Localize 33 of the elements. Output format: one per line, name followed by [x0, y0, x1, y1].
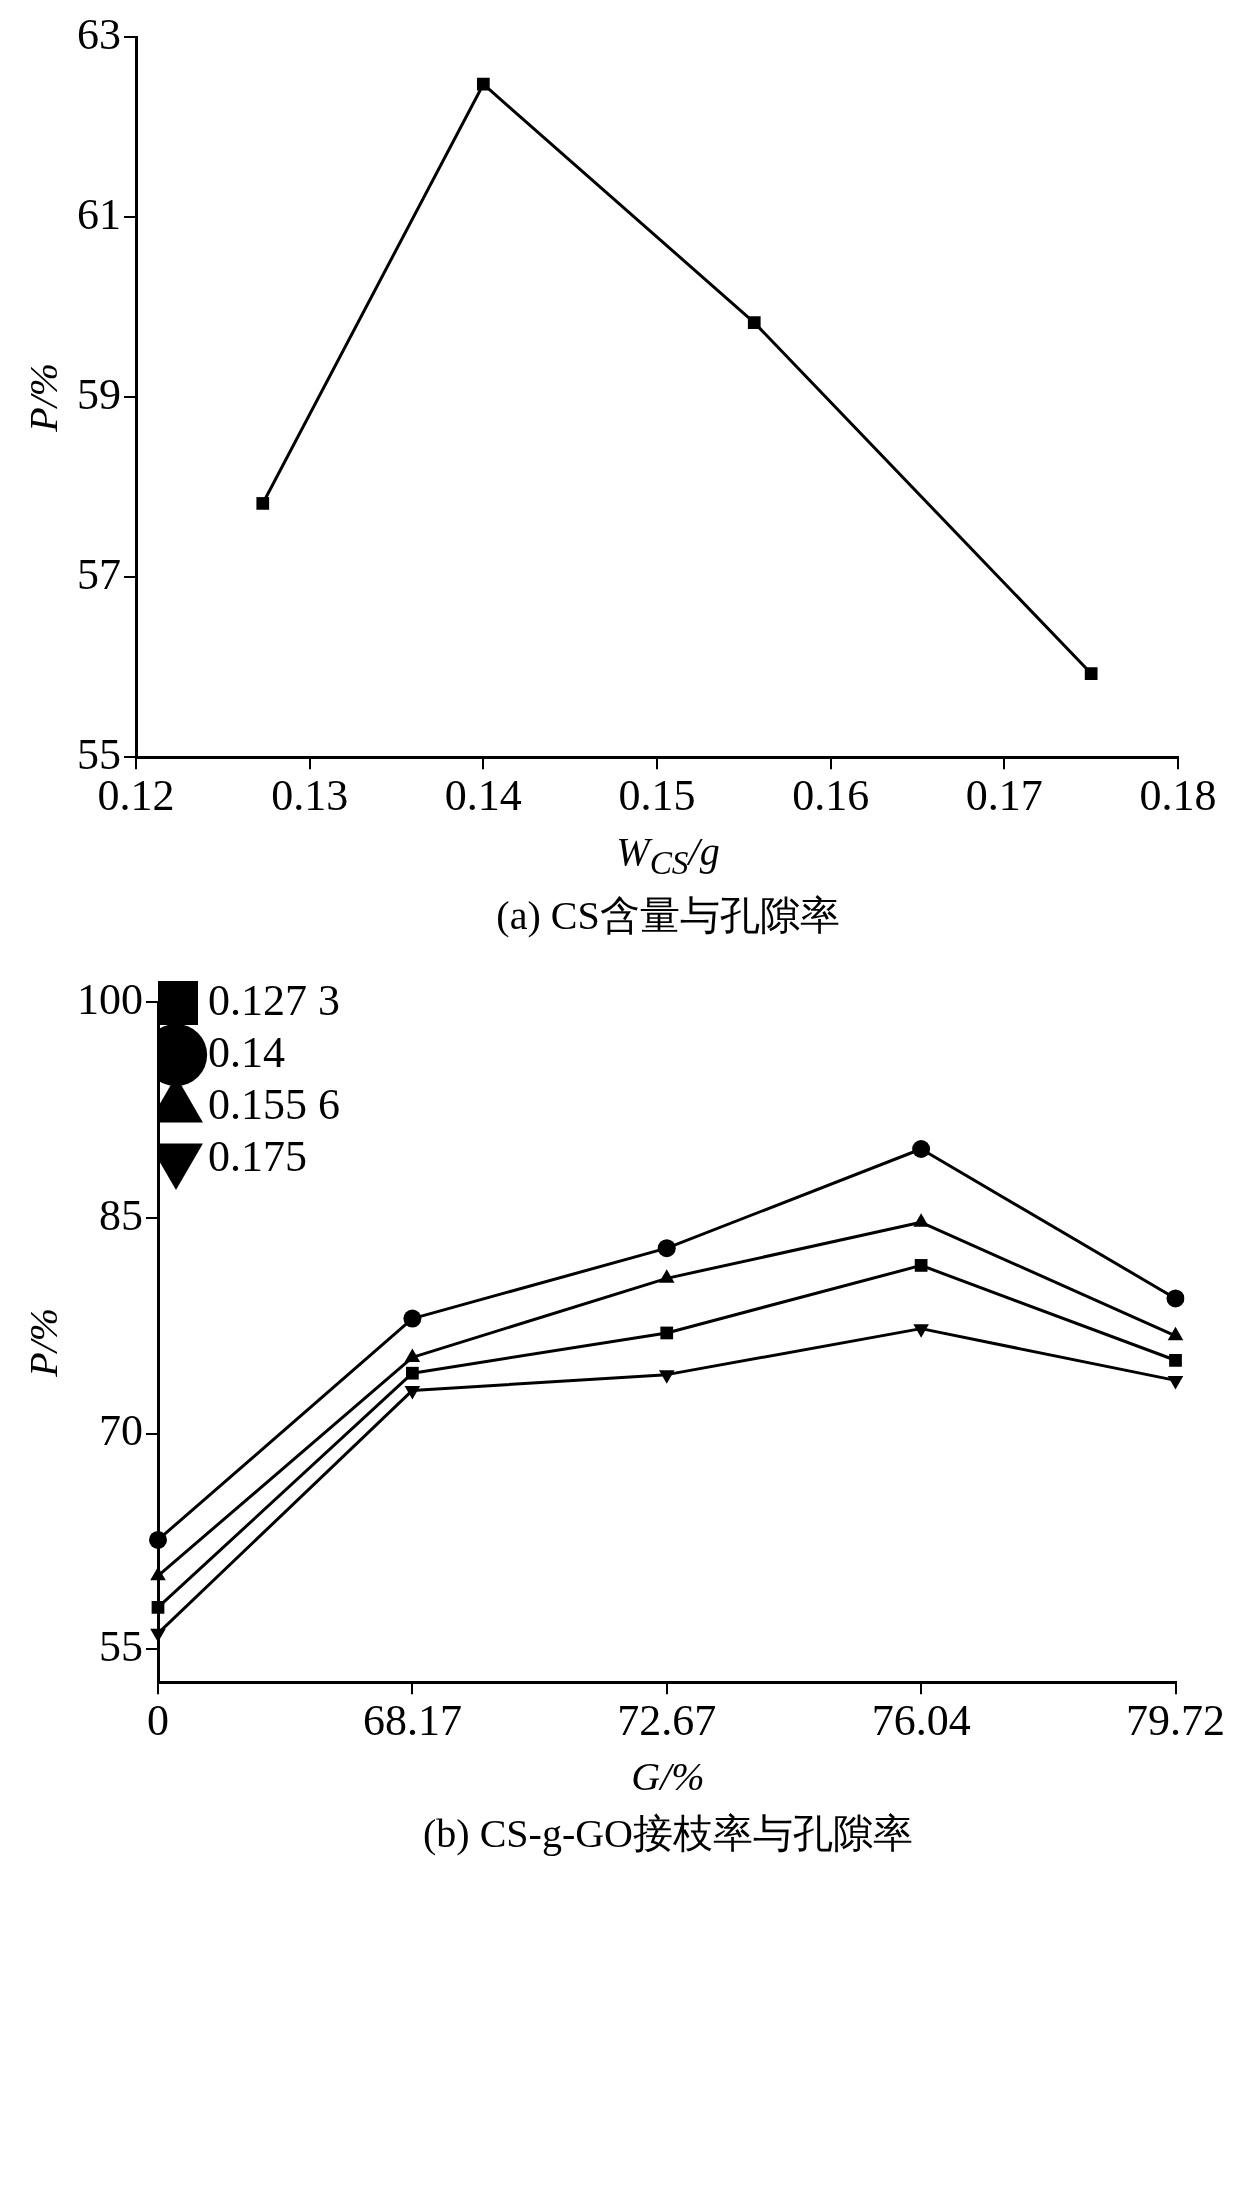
legend-label: 0.155 6 — [208, 1079, 340, 1129]
point — [476, 77, 490, 91]
y-tick-label: 55 — [99, 1621, 143, 1671]
x-tick-label: 0.15 — [618, 771, 696, 821]
x-axis-title: G/% — [630, 1753, 706, 1800]
point — [1084, 667, 1098, 680]
legend-label: 0.127 3 — [208, 975, 340, 1025]
x-tick-label: 0.16 — [792, 771, 870, 821]
text: (b) CS-g-GO接枝率与孔隙率 — [422, 1810, 914, 1858]
x-tick-label: 79.72 — [1126, 1696, 1225, 1746]
x-axis-title: W$_{CS}$/g — [615, 828, 721, 882]
x-tick-label: 0 — [147, 1696, 169, 1746]
x-tick-label: 0.18 — [1139, 771, 1217, 821]
y-tick-label: 61 — [77, 189, 121, 239]
x-tick-label: 0.17 — [965, 771, 1043, 821]
x-tick-label: 72.67 — [617, 1696, 717, 1746]
y-tick-label: 100 — [77, 974, 143, 1024]
y-tick-label: 57 — [77, 549, 121, 599]
text: (a) CS含量与孔隙率 — [495, 892, 841, 940]
y-tick-label: 63 — [77, 9, 121, 59]
y-tick-label: 85 — [99, 1190, 143, 1240]
x-tick-label: 76.04 — [871, 1696, 971, 1746]
y-tick-label: 59 — [77, 369, 121, 419]
legend-label: 0.175 — [208, 1131, 307, 1181]
x-tick-label: 0.13 — [271, 771, 349, 821]
y-tick-label: 70 — [99, 1406, 143, 1456]
legend-label: 0.14 — [208, 1027, 285, 1077]
x-tick-label: 0.14 — [444, 771, 522, 821]
point — [256, 497, 270, 510]
y-axis-title: P/% — [20, 1307, 66, 1378]
point — [747, 316, 761, 329]
y-axis-title: P/% — [20, 362, 66, 433]
x-tick-label: 68.17 — [362, 1696, 462, 1746]
